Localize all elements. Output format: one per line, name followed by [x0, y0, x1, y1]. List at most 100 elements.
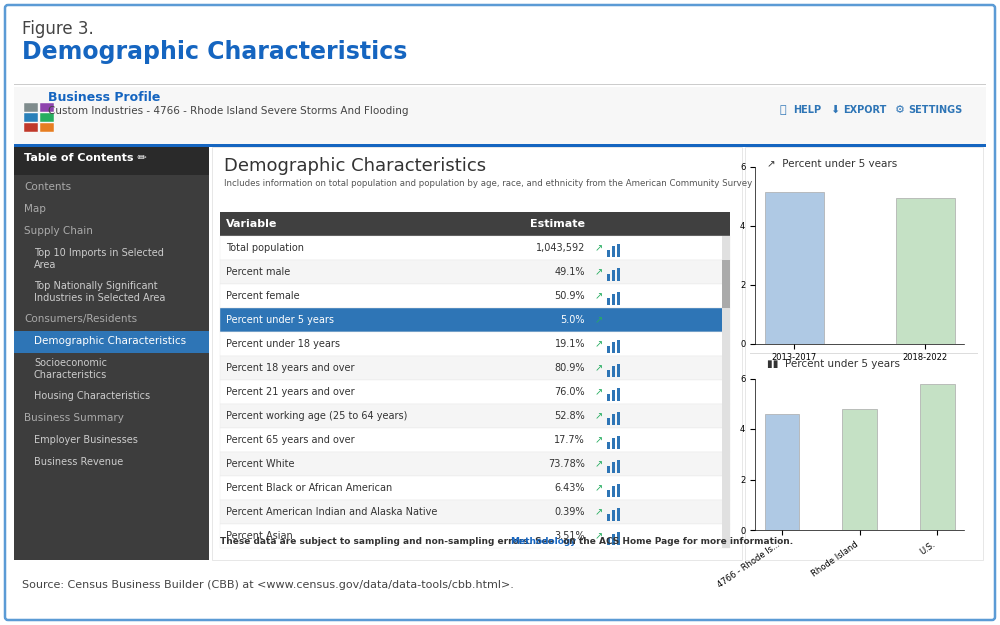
Text: Supply Chain: Supply Chain: [24, 226, 93, 236]
Bar: [920, 384, 955, 530]
Bar: [14, 87, 986, 145]
Text: ↗: ↗: [595, 267, 603, 277]
Bar: [607, 491, 610, 497]
Text: ↗: ↗: [595, 411, 603, 421]
Bar: [617, 364, 620, 377]
Text: ↗: ↗: [595, 291, 603, 301]
Bar: [896, 198, 955, 344]
Text: ↗: ↗: [595, 507, 603, 517]
Text: ↗: ↗: [595, 339, 603, 349]
Text: HELP: HELP: [793, 105, 821, 115]
Text: ↗: ↗: [595, 243, 603, 253]
Bar: [612, 391, 615, 401]
Bar: [617, 340, 620, 353]
Bar: [220, 212, 730, 236]
Text: Demographic Characteristics: Demographic Characteristics: [22, 40, 407, 64]
Text: 76.0%: 76.0%: [554, 387, 585, 397]
Text: ↗: ↗: [595, 531, 603, 541]
Text: ↗  Percent under 5 years: ↗ Percent under 5 years: [767, 159, 897, 169]
Bar: [220, 284, 730, 308]
Text: Custom Industries - 4766 - Rhode Island Severe Storms And Flooding: Custom Industries - 4766 - Rhode Island …: [48, 106, 409, 116]
Bar: [607, 418, 610, 425]
Text: Housing Characteristics: Housing Characteristics: [34, 391, 150, 401]
Text: Methodology: Methodology: [510, 537, 576, 546]
Bar: [612, 294, 615, 305]
Text: Consumers/Residents: Consumers/Residents: [24, 314, 137, 324]
Text: 3.51%: 3.51%: [554, 531, 585, 541]
Text: Percent American Indian and Alaska Native: Percent American Indian and Alaska Nativ…: [226, 507, 437, 517]
Bar: [220, 404, 730, 428]
Bar: [617, 484, 620, 497]
Bar: [617, 292, 620, 305]
Bar: [607, 442, 610, 449]
Bar: [607, 274, 610, 281]
Bar: [220, 524, 730, 548]
Text: Percent 21 years and over: Percent 21 years and over: [226, 387, 355, 397]
Bar: [612, 534, 615, 545]
Text: Demographic Characteristics: Demographic Characteristics: [224, 157, 486, 175]
Text: Business Summary: Business Summary: [24, 413, 124, 423]
Bar: [617, 436, 620, 449]
Bar: [220, 452, 730, 476]
Bar: [607, 371, 610, 377]
Bar: [220, 308, 730, 332]
Bar: [14, 331, 209, 353]
Text: Business Revenue: Business Revenue: [34, 457, 123, 467]
Bar: [617, 244, 620, 257]
Bar: [612, 414, 615, 425]
Text: ⬇: ⬇: [830, 105, 839, 115]
Text: Estimate: Estimate: [530, 219, 585, 229]
Text: ↗: ↗: [595, 315, 603, 325]
Text: Top 10 Imports in Selected
Area: Top 10 Imports in Selected Area: [34, 248, 164, 271]
Bar: [607, 251, 610, 257]
Text: 50.9%: 50.9%: [554, 291, 585, 301]
Text: 19.1%: 19.1%: [554, 339, 585, 349]
Bar: [765, 414, 799, 530]
Bar: [607, 466, 610, 473]
Bar: [612, 246, 615, 257]
Bar: [220, 236, 730, 260]
Text: Source: Census Business Builder (CBB) at <www.census.gov/data/data-tools/cbb.htm: Source: Census Business Builder (CBB) at…: [22, 580, 514, 590]
Text: Percent White: Percent White: [226, 459, 294, 469]
FancyBboxPatch shape: [5, 5, 995, 620]
Text: These data are subject to sampling and non-sampling errors. See: These data are subject to sampling and n…: [220, 537, 557, 546]
Text: ↗: ↗: [595, 459, 603, 469]
Text: Percent working age (25 to 64 years): Percent working age (25 to 64 years): [226, 411, 407, 421]
Bar: [40, 103, 54, 112]
Text: Percent 18 years and over: Percent 18 years and over: [226, 363, 354, 373]
Bar: [607, 514, 610, 521]
Text: 5.0%: 5.0%: [560, 315, 585, 325]
Text: Variable: Variable: [226, 219, 277, 229]
Bar: [220, 476, 730, 500]
Bar: [617, 460, 620, 473]
Bar: [607, 298, 610, 305]
Text: ↗: ↗: [595, 435, 603, 445]
Bar: [220, 428, 730, 452]
Text: Percent female: Percent female: [226, 291, 300, 301]
Bar: [220, 356, 730, 380]
Bar: [617, 316, 620, 329]
Text: ↗: ↗: [595, 387, 603, 397]
Text: ↗: ↗: [595, 483, 603, 493]
Text: Business Profile: Business Profile: [48, 91, 160, 104]
Text: 49.1%: 49.1%: [554, 267, 585, 277]
Text: Percent under 5 years: Percent under 5 years: [226, 315, 334, 325]
Bar: [607, 322, 610, 329]
Bar: [14, 144, 986, 147]
Bar: [612, 486, 615, 497]
Bar: [24, 103, 38, 112]
Bar: [612, 366, 615, 377]
Text: 80.9%: 80.9%: [554, 363, 585, 373]
Text: 6.43%: 6.43%: [554, 483, 585, 493]
Bar: [612, 462, 615, 473]
Bar: [612, 319, 615, 329]
Text: EXPORT: EXPORT: [843, 105, 886, 115]
Bar: [617, 388, 620, 401]
Text: Contents: Contents: [24, 182, 71, 192]
Bar: [607, 394, 610, 401]
Bar: [14, 84, 986, 85]
Text: 17.7%: 17.7%: [554, 435, 585, 445]
Text: 73.78%: 73.78%: [548, 459, 585, 469]
Text: Top Nationally Significant
Industries in Selected Area: Top Nationally Significant Industries in…: [34, 281, 165, 303]
Bar: [24, 123, 38, 132]
